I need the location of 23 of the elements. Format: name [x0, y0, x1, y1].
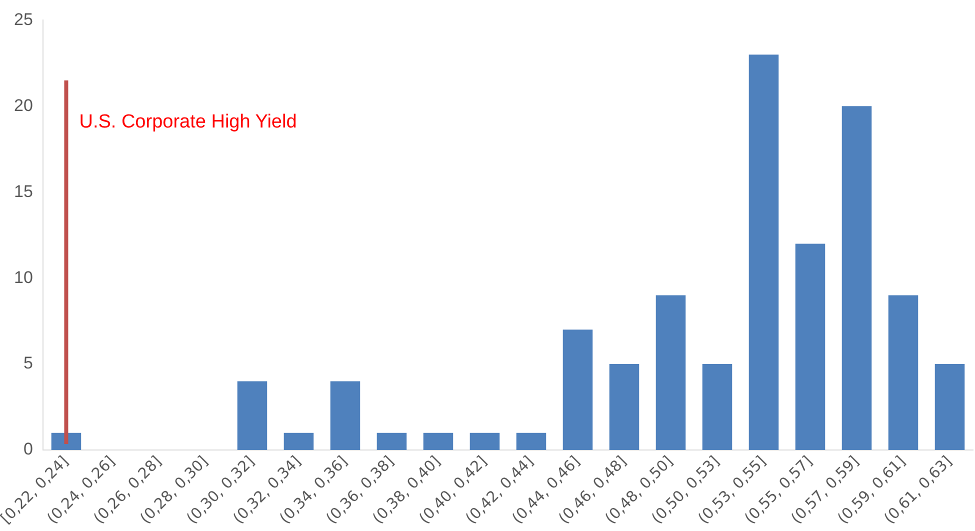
y-tick-label: 10: [14, 268, 33, 287]
y-tick-label: 20: [14, 96, 33, 115]
bar: [842, 106, 872, 450]
bar: [376, 432, 407, 450]
bar: [888, 295, 918, 450]
bar: [330, 381, 360, 450]
bar: [702, 364, 732, 450]
bar: [470, 432, 500, 450]
ref-line-label: U.S. Corporate High Yield: [79, 112, 297, 133]
bar: [516, 432, 546, 450]
bar: [284, 432, 314, 450]
bar: [795, 244, 826, 450]
bar: [609, 364, 640, 450]
bar: [423, 432, 454, 450]
y-tick-label: 0: [24, 440, 33, 459]
y-tick-label: 15: [14, 182, 33, 201]
y-tick-label: 5: [24, 354, 33, 373]
bar: [934, 364, 965, 450]
y-tick-label: 25: [14, 10, 33, 29]
bar: [237, 381, 268, 450]
bar: [748, 54, 779, 450]
bar: [562, 330, 593, 450]
bar: [656, 295, 686, 450]
